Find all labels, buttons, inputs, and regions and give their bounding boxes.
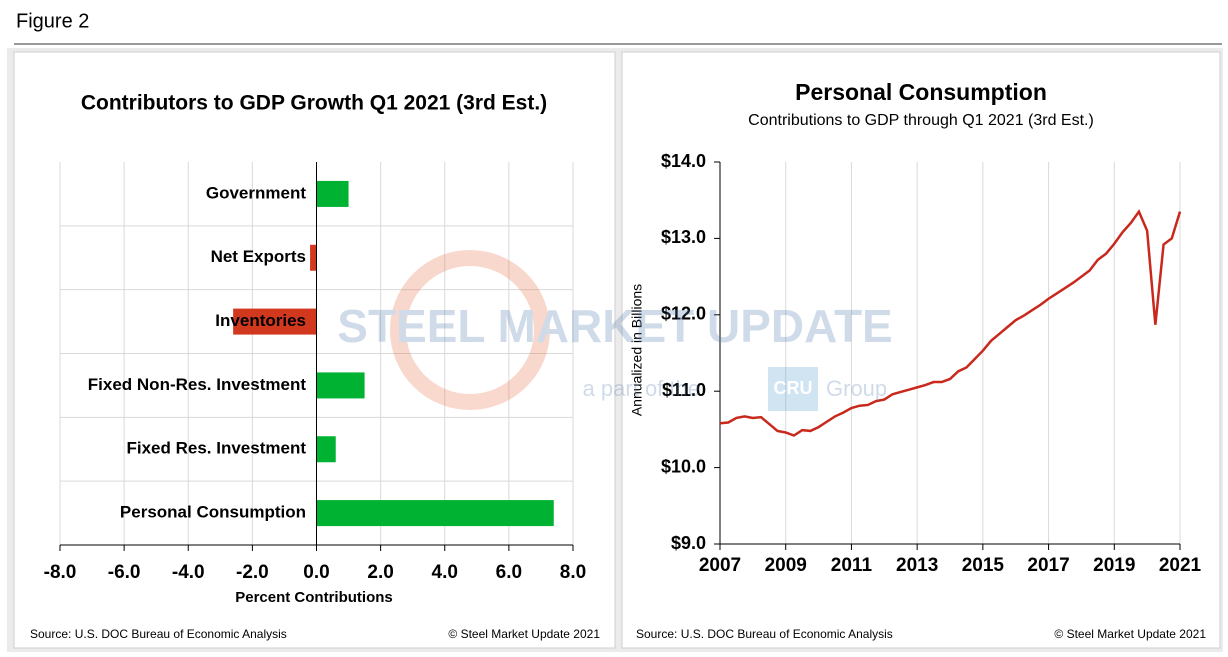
x-tick-label: 6.0 <box>496 562 522 583</box>
credit: © Steel Market Update 2021 <box>448 627 600 641</box>
source: Source: U.S. DOC Bureau of Economic Anal… <box>30 627 287 641</box>
x-tick-label: -4.0 <box>172 562 205 583</box>
x-tick-label: 2.0 <box>367 562 393 583</box>
figure-label: Figure 2 <box>16 10 89 32</box>
y-tick-label: $12.0 <box>661 304 706 324</box>
watermark-group: Group <box>826 376 887 401</box>
bar <box>233 308 317 335</box>
bar <box>316 180 349 207</box>
y-tick-label: $9.0 <box>671 533 706 553</box>
y-axis-label: Annualized in Billions <box>629 284 645 416</box>
x-axis-label: Percent Contributions <box>235 589 393 606</box>
chart-title: Personal Consumption <box>795 79 1047 105</box>
watermark-brand: CRU <box>774 378 813 398</box>
x-tick-label: -2.0 <box>236 562 269 583</box>
x-tick-label: 2017 <box>1027 555 1069 576</box>
x-tick-label: 2013 <box>896 555 938 576</box>
category-label: Personal Consumption <box>120 503 306 522</box>
bar <box>316 372 365 399</box>
x-tick-label: 2019 <box>1093 555 1135 576</box>
watermark-badge <box>768 367 818 411</box>
bar <box>310 244 317 271</box>
x-tick-label: 2015 <box>962 555 1005 576</box>
chart-subtitle: Contributions to GDP through Q1 2021 (3r… <box>748 112 1094 129</box>
y-tick-label: $10.0 <box>661 456 706 476</box>
x-tick-label: -6.0 <box>108 562 141 583</box>
watermark-tagline: a part of the <box>583 376 700 401</box>
bar <box>316 500 554 527</box>
watermark-text: STEEL MARKET UPDATE <box>337 300 892 352</box>
watermark: STEEL MARKET UPDATE a part of the CRU Group <box>337 250 893 411</box>
x-tick-label: 4.0 <box>432 562 458 583</box>
watermark-ring <box>390 250 550 410</box>
x-tick-label: 8.0 <box>560 562 586 583</box>
category-label: Fixed Res. Investment <box>126 439 306 458</box>
category-label: Government <box>206 183 306 202</box>
x-tick-label: 2021 <box>1159 555 1202 576</box>
credit: © Steel Market Update 2021 <box>1054 627 1206 641</box>
category-label: Fixed Non-Res. Investment <box>88 375 307 394</box>
chart-title: Contributors to GDP Growth Q1 2021 (3rd … <box>81 92 547 115</box>
x-tick-label: -8.0 <box>44 562 77 583</box>
source: Source: U.S. DOC Bureau of Economic Anal… <box>636 627 893 641</box>
x-tick-label: 2007 <box>699 555 741 576</box>
category-label: Inventories <box>215 311 306 330</box>
line-series <box>719 209 1182 437</box>
right-panel <box>621 51 1221 649</box>
x-tick-label: 2009 <box>765 555 807 576</box>
y-tick-label: $11.0 <box>662 380 706 400</box>
x-tick-label: 0.0 <box>303 562 329 583</box>
y-tick-label: $13.0 <box>661 227 706 247</box>
x-tick-label: 2011 <box>831 555 873 576</box>
y-tick-label: $14.0 <box>661 151 706 171</box>
bar <box>316 436 336 463</box>
category-label: Net Exports <box>211 247 306 266</box>
